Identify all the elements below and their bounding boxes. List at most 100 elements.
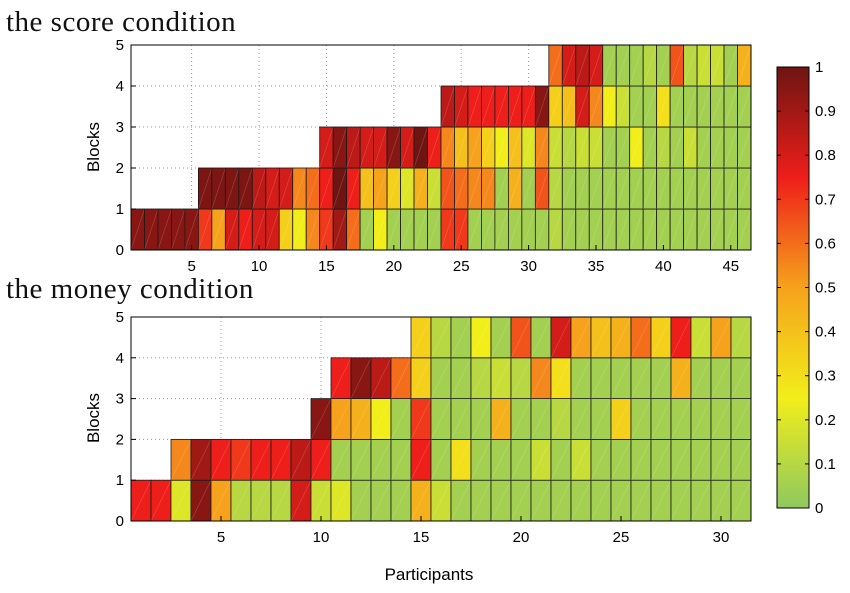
cell-diagonal xyxy=(450,480,472,522)
y-tick-label: 1 xyxy=(116,201,124,218)
cell-diagonal xyxy=(530,316,552,358)
cell-diagonal xyxy=(454,208,469,251)
cell-diagonal xyxy=(629,85,644,128)
cell-diagonal xyxy=(723,167,738,210)
cell-diagonal xyxy=(535,208,550,251)
cell-diagonal xyxy=(278,208,294,251)
cell-diagonal xyxy=(642,126,657,169)
cell-diagonal xyxy=(590,439,612,481)
cell-diagonal xyxy=(190,439,212,481)
cell-diagonal xyxy=(615,208,631,251)
cell-diagonal xyxy=(410,439,432,481)
cell-diagonal xyxy=(683,126,698,169)
money-heatmap-cells xyxy=(130,316,752,522)
cell-diagonal xyxy=(430,398,452,440)
cell-diagonal xyxy=(610,480,632,522)
cell-diagonal xyxy=(238,167,253,210)
cell-diagonal xyxy=(530,439,552,481)
y-tick-label: 1 xyxy=(116,472,124,489)
cell-diagonal xyxy=(710,44,725,87)
cell-diagonal xyxy=(590,357,612,399)
cell-diagonal xyxy=(602,167,617,210)
cell-diagonal xyxy=(730,357,752,399)
cell-diagonal xyxy=(198,208,213,251)
cell-diagonal xyxy=(454,126,469,169)
colorbar xyxy=(776,66,810,509)
cell-diagonal xyxy=(650,439,672,481)
cell-diagonal xyxy=(669,85,684,128)
cell-diagonal xyxy=(430,439,452,481)
x-tick-label: 25 xyxy=(613,529,630,546)
cell-diagonal xyxy=(710,357,732,399)
cell-diagonal xyxy=(470,398,492,440)
colorbar-tick-label: 0.4 xyxy=(815,324,836,341)
cell-diagonal xyxy=(508,167,523,210)
cell-diagonal xyxy=(737,126,752,169)
x-tick-label: 20 xyxy=(385,258,402,275)
cell-diagonal xyxy=(346,208,361,251)
cell-diagonal xyxy=(521,167,536,210)
cell-diagonal xyxy=(696,208,711,251)
cell-diagonal xyxy=(548,126,563,169)
cell-diagonal xyxy=(454,85,469,128)
x-tick-label: 10 xyxy=(313,529,330,546)
x-tick-label: 5 xyxy=(187,258,195,275)
cell-diagonal xyxy=(346,167,361,210)
score-y-axis-label: Blocks xyxy=(84,122,103,172)
cell-diagonal xyxy=(615,126,631,169)
cell-diagonal xyxy=(450,316,472,358)
cell-diagonal xyxy=(370,357,392,399)
cell-diagonal xyxy=(737,167,752,210)
cell-diagonal xyxy=(670,357,692,399)
cell-diagonal xyxy=(521,126,536,169)
cell-diagonal xyxy=(710,480,732,522)
money-axes-frame xyxy=(130,316,752,522)
money-x-ticks: 5 10 15 20 25 30 xyxy=(217,516,729,546)
colorbar-tick-label: 0.1 xyxy=(815,456,836,473)
cell-diagonal xyxy=(683,44,698,87)
cell-diagonal xyxy=(430,480,452,522)
cell-diagonal xyxy=(330,439,352,481)
cell-diagonal xyxy=(332,126,347,169)
cell-diagonal xyxy=(190,480,212,522)
cell-diagonal xyxy=(359,167,374,210)
money-y-axis-label: Blocks xyxy=(84,393,103,443)
cell-diagonal xyxy=(510,316,532,358)
cell-diagonal xyxy=(481,126,496,169)
cell-diagonal xyxy=(710,126,725,169)
cell-diagonal xyxy=(650,316,672,358)
cell-diagonal xyxy=(550,316,572,358)
cell-diagonal xyxy=(548,44,563,87)
cell-diagonal xyxy=(386,126,401,169)
cell-diagonal xyxy=(430,316,452,358)
cell-diagonal xyxy=(696,126,711,169)
cell-diagonal xyxy=(410,316,432,358)
cell-diagonal xyxy=(530,357,552,399)
cell-diagonal xyxy=(737,44,752,87)
cell-diagonal xyxy=(642,208,657,251)
cell-diagonal xyxy=(683,85,698,128)
cell-diagonal xyxy=(400,167,415,210)
cell-diagonal xyxy=(470,480,492,522)
cell-diagonal xyxy=(629,44,644,87)
score-y-ticks: 0 1 2 3 4 5 xyxy=(116,37,136,259)
cell-diagonal xyxy=(629,208,644,251)
cell-diagonal xyxy=(629,126,644,169)
cell-diagonal xyxy=(225,167,240,210)
colorbar-tick-label: 1 xyxy=(815,59,823,76)
cell-diagonal xyxy=(670,439,692,481)
cell-diagonal xyxy=(610,316,632,358)
cell-diagonal xyxy=(670,398,692,440)
cell-diagonal xyxy=(561,85,577,128)
score-panel-title: the score condition xyxy=(6,6,236,38)
cell-diagonal xyxy=(570,357,592,399)
cell-diagonal xyxy=(642,85,657,128)
cell-diagonal xyxy=(265,167,280,210)
cell-diagonal xyxy=(590,398,612,440)
cell-diagonal xyxy=(570,398,592,440)
cell-diagonal xyxy=(610,357,632,399)
cell-diagonal xyxy=(510,357,532,399)
cell-diagonal xyxy=(494,167,509,210)
cell-diagonal xyxy=(548,208,563,251)
